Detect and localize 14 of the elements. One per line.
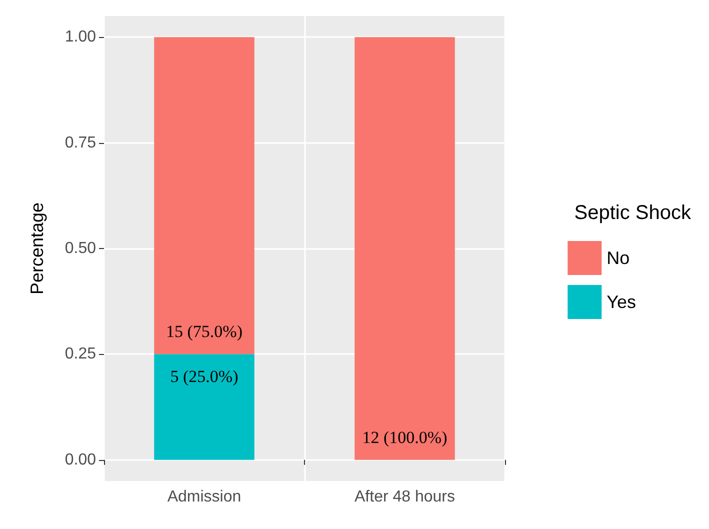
data-label: 12 (100.0%) xyxy=(362,428,448,447)
legend-label: Yes xyxy=(606,292,636,312)
data-label: 5 (25.0%) xyxy=(170,367,238,386)
y-tick-label: 0.75 xyxy=(64,134,96,152)
y-tick-label: 0.00 xyxy=(64,451,96,468)
x-tick-label: After 48 hours xyxy=(354,488,455,506)
legend-title: Septic Shock xyxy=(574,202,692,224)
y-tick-label: 0.25 xyxy=(64,346,96,363)
x-tick-label: Admission xyxy=(167,488,242,506)
legend-label: No xyxy=(606,248,630,268)
data-label: 15 (75.0%) xyxy=(166,322,242,342)
y-tick-label: 1.00 xyxy=(64,28,96,46)
y-axis-title: Percentage xyxy=(27,202,47,295)
y-tick-label: 0.50 xyxy=(64,240,96,257)
